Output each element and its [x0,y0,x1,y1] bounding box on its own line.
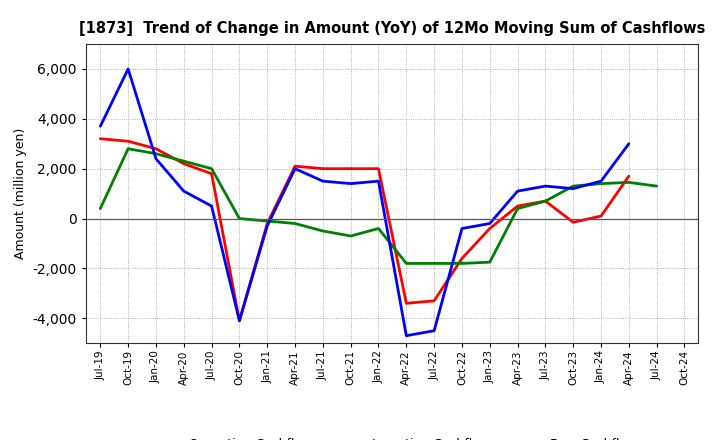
Operating Cashflow [597,213,606,219]
Free Cashflow [152,156,161,161]
Operating Cashflow [513,203,522,209]
Operating Cashflow [235,318,243,323]
Free Cashflow [207,203,216,209]
Investing Cashflow [291,221,300,226]
Operating Cashflow [124,139,132,144]
Line: Free Cashflow: Free Cashflow [100,69,629,336]
Investing Cashflow [485,260,494,265]
Operating Cashflow [430,298,438,304]
Free Cashflow [96,124,104,129]
Operating Cashflow [263,221,271,226]
Free Cashflow [235,318,243,323]
Free Cashflow [124,66,132,72]
Free Cashflow [318,179,327,184]
Investing Cashflow [624,180,633,185]
Investing Cashflow [318,228,327,234]
Title: [1873]  Trend of Change in Amount (YoY) of 12Mo Moving Sum of Cashflows: [1873] Trend of Change in Amount (YoY) o… [79,21,706,36]
Line: Investing Cashflow: Investing Cashflow [100,149,657,264]
Y-axis label: Amount (million yen): Amount (million yen) [14,128,27,259]
Operating Cashflow [346,166,355,171]
Investing Cashflow [652,183,661,189]
Operating Cashflow [291,164,300,169]
Investing Cashflow [235,216,243,221]
Free Cashflow [346,181,355,186]
Operating Cashflow [318,166,327,171]
Free Cashflow [430,328,438,334]
Free Cashflow [541,183,550,189]
Operating Cashflow [402,301,410,306]
Free Cashflow [291,166,300,171]
Investing Cashflow [597,181,606,186]
Investing Cashflow [207,166,216,171]
Investing Cashflow [346,233,355,238]
Operating Cashflow [152,146,161,151]
Line: Operating Cashflow: Operating Cashflow [100,139,629,321]
Investing Cashflow [124,146,132,151]
Free Cashflow [569,186,577,191]
Operating Cashflow [207,171,216,176]
Operating Cashflow [374,166,383,171]
Operating Cashflow [458,256,467,261]
Free Cashflow [513,188,522,194]
Investing Cashflow [374,226,383,231]
Investing Cashflow [569,183,577,189]
Operating Cashflow [569,220,577,225]
Investing Cashflow [152,151,161,156]
Operating Cashflow [485,226,494,231]
Investing Cashflow [263,218,271,224]
Legend: Operating Cashflow, Investing Cashflow, Free Cashflow: Operating Cashflow, Investing Cashflow, … [143,433,642,440]
Free Cashflow [374,179,383,184]
Free Cashflow [624,141,633,147]
Free Cashflow [179,188,188,194]
Free Cashflow [263,224,271,229]
Operating Cashflow [624,173,633,179]
Investing Cashflow [179,158,188,164]
Investing Cashflow [458,261,467,266]
Investing Cashflow [430,261,438,266]
Investing Cashflow [96,206,104,211]
Investing Cashflow [541,198,550,204]
Operating Cashflow [179,161,188,166]
Free Cashflow [485,221,494,226]
Investing Cashflow [402,261,410,266]
Operating Cashflow [541,198,550,204]
Investing Cashflow [513,206,522,211]
Free Cashflow [402,333,410,338]
Operating Cashflow [96,136,104,141]
Free Cashflow [458,226,467,231]
Free Cashflow [597,179,606,184]
